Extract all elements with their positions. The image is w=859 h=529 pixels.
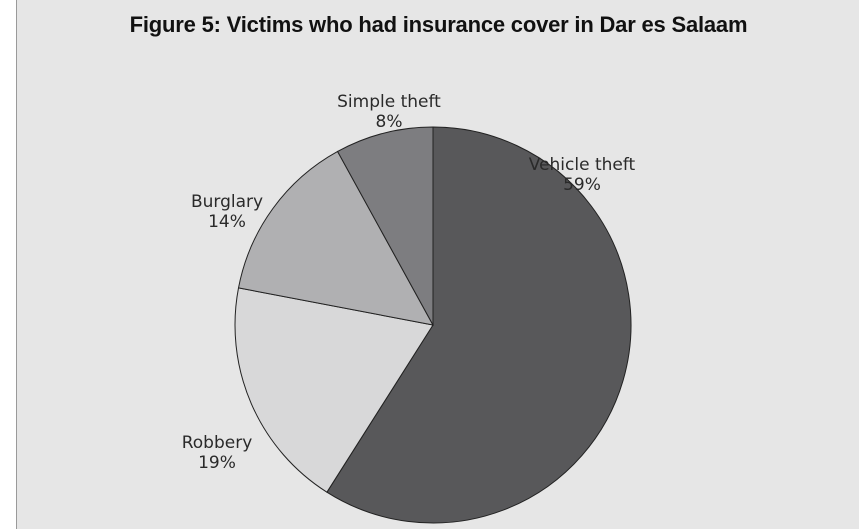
slice-value-burglary: 14% [208,212,246,232]
pie-slice-robbery [234,287,434,493]
pie-slice-vehicle-theft [326,126,632,524]
slice-value-simple-theft: 8% [376,112,403,132]
slice-value-robbery: 19% [198,453,236,473]
slice-label-vehicle-theft: Vehicle theft [529,155,636,175]
slice-label-simple-theft: Simple theft [337,92,441,112]
chart-frame: Figure 5: Victims who had insurance cove… [16,0,859,529]
pie-slice-burglary [237,150,434,326]
slice-label-robbery: Robbery [182,433,253,453]
chart-title: Figure 5: Victims who had insurance cove… [129,12,748,37]
slice-label-burglary: Burglary [191,192,263,212]
slice-value-vehicle-theft: 59% [563,175,601,195]
pie-slice-simple-theft [336,126,434,326]
